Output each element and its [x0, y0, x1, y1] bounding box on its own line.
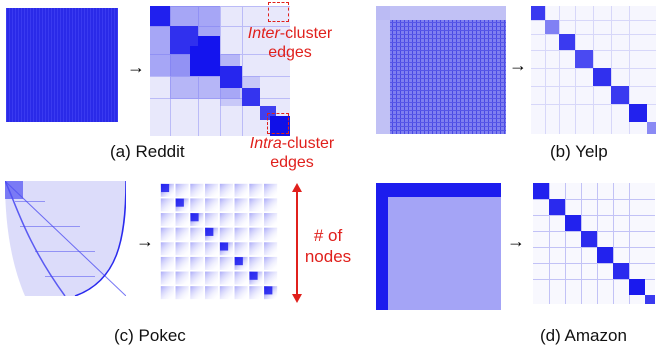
- pokec-offdiagonal-cell: [234, 198, 248, 212]
- amazon-original-adjacency-matrix: [376, 183, 501, 310]
- pokec-offdiagonal-cell: [249, 242, 263, 256]
- reddit-caption: (a) Reddit: [110, 142, 185, 161]
- intra-cluster-highlight-box: [267, 113, 289, 134]
- pokec-offdiagonal-cell: [175, 286, 189, 300]
- pokec-clustered-adjacency-matrix: [160, 183, 278, 300]
- pokec-original-adjacency-matrix: [5, 181, 126, 296]
- pokec-offdiagonal-cell: [249, 213, 263, 227]
- pokec-offdiagonal-cell: [205, 198, 219, 212]
- intra-cluster-edges-label: Intra-cluster edges: [249, 135, 335, 171]
- pokec-offdiagonal-cell: [219, 183, 233, 197]
- pokec-offdiagonal-cell: [205, 183, 219, 197]
- amazon-caption: (d) Amazon: [540, 326, 627, 345]
- pokec-diagonal-core: [264, 286, 273, 295]
- reddit-arrow-icon: →: [127, 57, 145, 77]
- number-of-nodes-arrow: [291, 183, 303, 303]
- inter-cluster-highlight-box: [268, 2, 289, 22]
- pokec-offdiagonal-cell: [175, 242, 189, 256]
- yelp-original-adjacency-matrix: [376, 6, 506, 134]
- pokec-offdiagonal-cell: [234, 227, 248, 241]
- pokec-offdiagonal-cell: [190, 271, 204, 285]
- pokec-offdiagonal-cell: [175, 183, 189, 197]
- yelp-clustered-adjacency-matrix: [531, 6, 656, 134]
- pokec-offdiagonal-cell: [249, 183, 263, 197]
- yelp-caption: (b) Yelp: [550, 142, 608, 161]
- pokec-offdiagonal-cell: [264, 198, 278, 212]
- pokec-offdiagonal-cell: [219, 198, 233, 212]
- pokec-offdiagonal-cell: [219, 271, 233, 285]
- reddit-clustered-adjacency-matrix: [150, 6, 290, 136]
- pokec-offdiagonal-cell: [264, 242, 278, 256]
- pokec-offdiagonal-cell: [175, 271, 189, 285]
- number-of-nodes-label: # of nodes: [304, 226, 352, 266]
- pokec-offdiagonal-cell: [219, 227, 233, 241]
- pokec-offdiagonal-cell: [190, 198, 204, 212]
- pokec-offdiagonal-cell: [205, 271, 219, 285]
- pokec-offdiagonal-cell: [234, 286, 248, 300]
- pokec-offdiagonal-cell: [190, 242, 204, 256]
- amazon-arrow-icon: →: [507, 231, 525, 251]
- pokec-offdiagonal-cell: [264, 256, 278, 270]
- inter-cluster-edges-label: Inter-cluster edges: [247, 25, 333, 61]
- pokec-offdiagonal-cell: [160, 198, 174, 212]
- reddit-original-adjacency-matrix: [6, 8, 118, 122]
- pokec-diagonal-core: [175, 198, 184, 207]
- pokec-offdiagonal-cell: [234, 271, 248, 285]
- pokec-offdiagonal-cell: [160, 271, 174, 285]
- pokec-offdiagonal-cell: [175, 256, 189, 270]
- pokec-offdiagonal-cell: [219, 213, 233, 227]
- pokec-arrow-icon: →: [136, 231, 154, 251]
- pokec-offdiagonal-cell: [219, 256, 233, 270]
- pokec-diagonal-core: [205, 227, 214, 236]
- pokec-offdiagonal-cell: [160, 213, 174, 227]
- pokec-diagonal-core: [220, 242, 229, 251]
- pokec-offdiagonal-cell: [160, 227, 174, 241]
- pokec-offdiagonal-cell: [249, 227, 263, 241]
- pokec-offdiagonal-cell: [190, 286, 204, 300]
- yelp-arrow-icon: →: [509, 55, 527, 75]
- pokec-offdiagonal-cell: [205, 286, 219, 300]
- pokec-caption: (c) Pokec: [114, 326, 186, 345]
- pokec-offdiagonal-cell: [190, 256, 204, 270]
- pokec-offdiagonal-cell: [219, 286, 233, 300]
- pokec-diagonal-core: [249, 271, 258, 280]
- pokec-offdiagonal-cell: [205, 256, 219, 270]
- amazon-clustered-adjacency-matrix: [533, 183, 655, 304]
- pokec-offdiagonal-cell: [160, 256, 174, 270]
- pokec-offdiagonal-cell: [190, 183, 204, 197]
- pokec-offdiagonal-cell: [249, 286, 263, 300]
- pokec-offdiagonal-cell: [264, 213, 278, 227]
- pokec-offdiagonal-cell: [205, 242, 219, 256]
- pokec-offdiagonal-cell: [234, 183, 248, 197]
- pokec-offdiagonal-cell: [249, 256, 263, 270]
- pokec-offdiagonal-cell: [249, 198, 263, 212]
- pokec-diagonal-core: [161, 184, 170, 193]
- pokec-offdiagonal-cell: [160, 286, 174, 300]
- pokec-diagonal-core: [190, 213, 199, 222]
- pokec-offdiagonal-cell: [175, 227, 189, 241]
- pokec-offdiagonal-cell: [264, 227, 278, 241]
- pokec-offdiagonal-cell: [160, 242, 174, 256]
- pokec-offdiagonal-cell: [175, 213, 189, 227]
- pokec-offdiagonal-cell: [205, 213, 219, 227]
- pokec-offdiagonal-cell: [264, 271, 278, 285]
- pokec-offdiagonal-cell: [234, 213, 248, 227]
- pokec-offdiagonal-cell: [264, 183, 278, 197]
- pokec-diagonal-core: [234, 257, 243, 266]
- pokec-offdiagonal-cell: [234, 242, 248, 256]
- pokec-offdiagonal-cell: [190, 227, 204, 241]
